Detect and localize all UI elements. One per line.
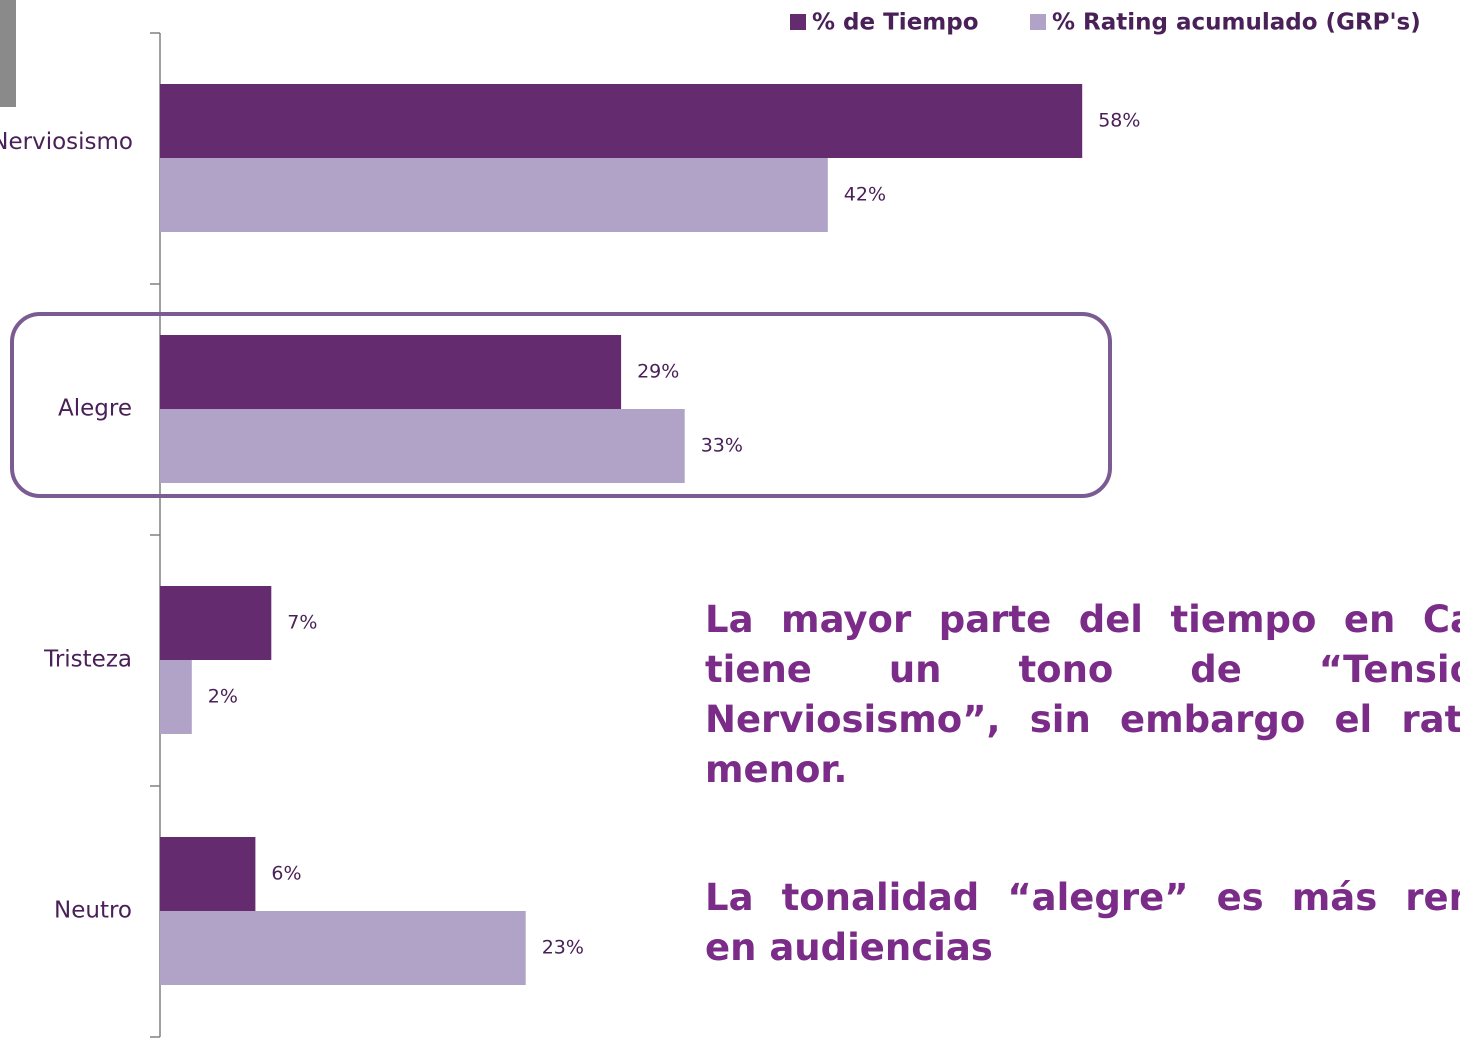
- bar: [160, 911, 526, 985]
- legend-swatch: [1030, 14, 1046, 30]
- thumbnail-image: [0, 0, 16, 107]
- legend-label: % de Tiempo: [812, 10, 979, 36]
- legend-swatch: [790, 14, 806, 30]
- annotation-line: menor.: [705, 746, 1460, 794]
- value-label: 7%: [287, 612, 317, 634]
- category-label: Alegre: [58, 396, 132, 422]
- annotation-line: Nerviosismo”, sin embargo el rati: [705, 696, 1460, 744]
- legend-label: % Rating acumulado (GRP's): [1052, 10, 1421, 36]
- annotation-line: La mayor parte del tiempo en Ca: [705, 596, 1460, 644]
- category-label: Tristeza: [43, 647, 132, 673]
- value-label: 33%: [701, 435, 743, 457]
- value-label: 6%: [271, 863, 301, 885]
- bar: [160, 660, 192, 734]
- category-label: Nerviosismo: [0, 126, 133, 158]
- value-label: 23%: [542, 937, 584, 959]
- value-label: 2%: [208, 686, 238, 708]
- bar: [160, 158, 828, 232]
- category-label: Neutro: [54, 898, 132, 924]
- bar: [160, 837, 255, 911]
- bar: [160, 409, 685, 483]
- annotation-line: en audiencias: [705, 924, 1460, 972]
- value-label: 42%: [844, 184, 886, 206]
- bar: [160, 586, 271, 660]
- page: {"chart_data": {"type": "hbar", "categor…: [0, 0, 1460, 1038]
- annotation-line: tiene un tono de “Tensió: [705, 646, 1460, 694]
- annotation-line: La tonalidad “alegre” es más ren: [705, 874, 1460, 922]
- value-label: 29%: [637, 361, 679, 383]
- bar: [160, 84, 1082, 158]
- bar: [160, 335, 621, 409]
- value-label: 58%: [1098, 110, 1140, 132]
